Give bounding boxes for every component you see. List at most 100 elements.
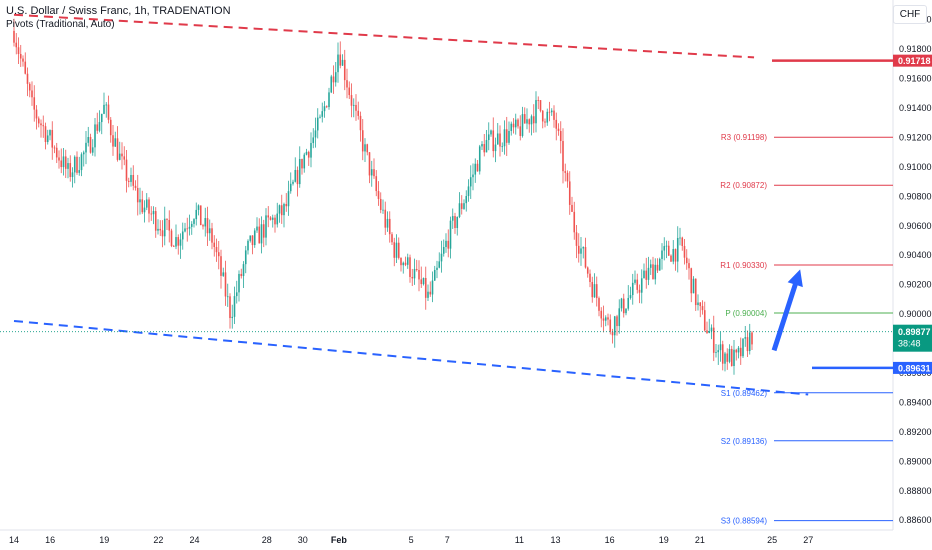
candle-body bbox=[73, 156, 76, 173]
candle-body bbox=[485, 140, 488, 153]
candle-body bbox=[600, 310, 603, 319]
candle-body bbox=[172, 246, 175, 247]
candle-body bbox=[247, 240, 249, 251]
x-tick-label: 27 bbox=[803, 535, 813, 545]
candle-body bbox=[656, 264, 659, 271]
candle-body bbox=[433, 269, 436, 281]
x-tick-label: 22 bbox=[153, 535, 163, 545]
candle-body bbox=[40, 123, 42, 126]
candle-body bbox=[584, 247, 587, 268]
candle-body bbox=[17, 47, 20, 55]
candle-body bbox=[595, 284, 598, 299]
candle-body bbox=[726, 353, 729, 362]
candle-body bbox=[323, 106, 326, 112]
candle-body bbox=[303, 154, 306, 169]
candle-body bbox=[400, 257, 402, 266]
support-trendline[interactable] bbox=[13, 319, 809, 396]
candle-body bbox=[526, 119, 528, 124]
resistance-trendline[interactable] bbox=[13, 13, 755, 59]
y-tick-label: 0.90000 bbox=[899, 309, 932, 319]
candle-body bbox=[204, 218, 207, 227]
candle-body bbox=[607, 317, 609, 320]
candle-body bbox=[620, 298, 623, 309]
candle-body bbox=[373, 169, 375, 177]
candle-body bbox=[492, 130, 495, 152]
x-tick-label: 21 bbox=[695, 535, 705, 545]
candle-body bbox=[685, 257, 688, 264]
candle-body bbox=[670, 255, 672, 262]
support-level-tag bbox=[893, 361, 932, 374]
candle-body bbox=[118, 153, 121, 160]
candle-body bbox=[179, 239, 182, 246]
pivot-label-p: P (0.90004) bbox=[725, 309, 767, 318]
candle-body bbox=[222, 272, 225, 276]
candle-body bbox=[130, 174, 132, 182]
y-tick-label: 0.91000 bbox=[899, 162, 932, 172]
candle-body bbox=[499, 133, 501, 147]
candle-body bbox=[103, 104, 105, 114]
candle-body bbox=[577, 245, 580, 254]
candle-body bbox=[278, 205, 281, 214]
candle-body bbox=[280, 205, 283, 216]
candle-body bbox=[712, 327, 715, 353]
candle-body bbox=[98, 122, 101, 131]
projection-arrow[interactable] bbox=[771, 269, 803, 352]
candle-body bbox=[395, 242, 398, 258]
candle-body bbox=[562, 141, 564, 172]
x-tick-label: Feb bbox=[331, 535, 348, 545]
bar-countdown: 38:48 bbox=[898, 339, 921, 349]
candle-body bbox=[728, 348, 731, 362]
candle-body bbox=[604, 317, 607, 321]
candle-body bbox=[28, 83, 31, 91]
candle-body bbox=[159, 228, 162, 231]
y-tick-label: 0.88800 bbox=[899, 486, 932, 496]
candle-body bbox=[724, 353, 726, 364]
candle-body bbox=[168, 219, 171, 231]
candle-body bbox=[708, 331, 711, 333]
candle-body bbox=[715, 352, 717, 353]
candle-body bbox=[242, 264, 245, 277]
candle-body bbox=[177, 237, 180, 246]
candle-body bbox=[616, 316, 618, 327]
candle-body bbox=[276, 213, 279, 225]
candle-body bbox=[53, 147, 56, 149]
candle-body bbox=[346, 80, 348, 88]
symbol-title[interactable]: U.S. Dollar / Swiss Franc, 1h, TRADENATI… bbox=[6, 5, 231, 17]
candle-body bbox=[60, 160, 63, 168]
candle-body bbox=[690, 268, 693, 294]
candle-body bbox=[719, 344, 722, 351]
candle-body bbox=[136, 187, 139, 203]
candle-body bbox=[382, 209, 384, 211]
candle-body bbox=[476, 163, 479, 172]
candle-body bbox=[184, 228, 186, 232]
candle-body bbox=[314, 130, 317, 138]
candle-body bbox=[388, 218, 391, 235]
candle-body bbox=[559, 131, 562, 142]
candle-body bbox=[359, 115, 362, 131]
candle-body bbox=[613, 316, 616, 336]
candle-body bbox=[391, 234, 393, 243]
candle-body bbox=[694, 278, 697, 306]
candle-body bbox=[109, 119, 112, 136]
candle-body bbox=[634, 279, 636, 283]
y-tick-label: 0.91400 bbox=[899, 103, 932, 113]
candle-body bbox=[330, 76, 333, 93]
candle-body bbox=[150, 213, 153, 215]
candle-body bbox=[733, 349, 735, 367]
candle-body bbox=[240, 273, 243, 277]
candle-body bbox=[537, 100, 540, 101]
candle-body bbox=[739, 347, 742, 357]
candle-body bbox=[523, 114, 526, 124]
currency-badge[interactable]: CHF bbox=[893, 5, 927, 24]
candle-body bbox=[69, 163, 72, 178]
candle-body bbox=[602, 318, 605, 321]
candle-body bbox=[442, 246, 445, 254]
candle-body bbox=[460, 203, 463, 209]
candle-body bbox=[598, 298, 600, 311]
candle-body bbox=[521, 114, 524, 136]
candle-body bbox=[735, 349, 738, 353]
indicator-label[interactable]: Pivots (Traditional, Auto) bbox=[6, 19, 115, 30]
candle-body bbox=[751, 332, 753, 345]
candle-body bbox=[112, 135, 114, 147]
